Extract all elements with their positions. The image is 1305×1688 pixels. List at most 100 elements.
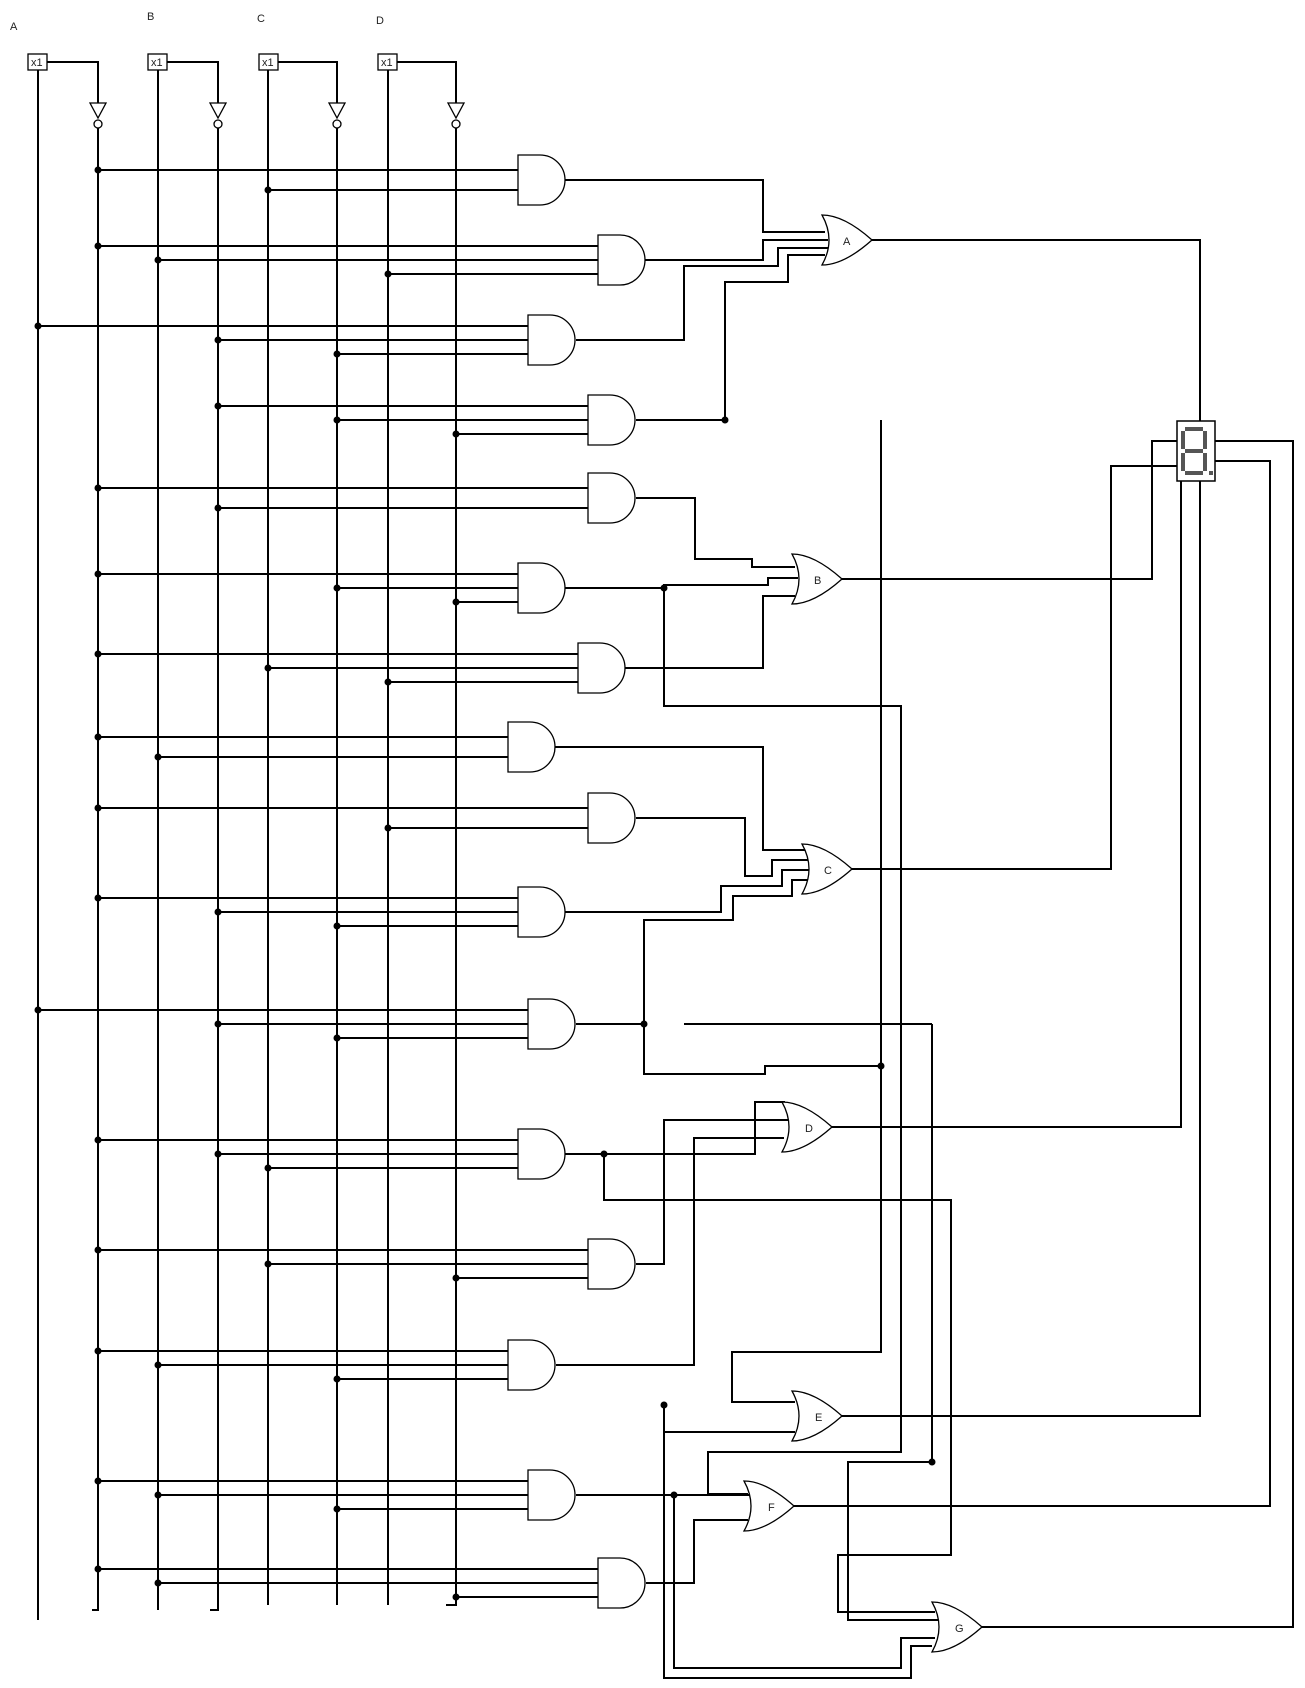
and-gate-4 — [587, 394, 636, 446]
or-gate-label-c: C — [824, 865, 832, 877]
or-gate-e — [790, 1390, 843, 1442]
or-gate-f — [742, 1480, 795, 1532]
and-gate-15 — [527, 1469, 576, 1521]
junction-dot — [94, 1347, 102, 1355]
wire — [663, 1405, 932, 1679]
junction-dot — [214, 1150, 222, 1158]
inverter-a — [88, 102, 108, 129]
wire-b-to-inverter — [167, 61, 219, 103]
junction-dot — [452, 598, 460, 606]
wire — [842, 440, 1177, 580]
wire — [832, 471, 1182, 1128]
or-gate-d — [780, 1101, 833, 1153]
junction-dot — [94, 804, 102, 812]
junction-dot — [333, 416, 341, 424]
wire — [576, 879, 808, 1025]
wire — [731, 420, 882, 1403]
input-buffer-c[interactable]: x1 — [258, 53, 279, 71]
junction-dot — [94, 733, 102, 741]
wire — [564, 179, 825, 233]
wire — [643, 1024, 881, 1075]
junction-dot — [333, 922, 341, 930]
wire — [852, 465, 1177, 870]
junction-dot — [94, 166, 102, 174]
or-gate-g — [930, 1601, 983, 1653]
bus-a-not — [92, 128, 99, 1611]
wire — [663, 588, 902, 1495]
wire — [636, 254, 825, 421]
junction-dot — [333, 350, 341, 358]
junction-dot — [452, 1593, 460, 1601]
junction-dot — [94, 570, 102, 578]
junction-dot — [333, 584, 341, 592]
and-gate-13 — [587, 1238, 636, 1290]
junction-dot — [34, 322, 42, 330]
wire — [636, 1119, 788, 1265]
junction-dot — [264, 1164, 272, 1172]
junction-dot — [333, 1375, 341, 1383]
and-gate-16 — [597, 1557, 646, 1609]
junction-dot — [333, 1505, 341, 1513]
junction-dot — [214, 1020, 222, 1028]
wire — [847, 1024, 938, 1621]
junction-dots — [34, 166, 936, 1601]
buffer-label: x1 — [151, 57, 163, 69]
wire-c-to-inverter — [278, 61, 338, 103]
junction-dot — [34, 1006, 42, 1014]
input-buffer-a[interactable]: x1 — [27, 53, 48, 71]
junction-dot — [721, 416, 729, 424]
junction-dot — [154, 753, 162, 761]
or-gate-c — [800, 843, 853, 895]
and-gate-7 — [577, 642, 626, 694]
junction-dot — [660, 1401, 668, 1409]
junction-dot — [94, 1565, 102, 1573]
junction-dot — [214, 504, 222, 512]
wire — [564, 1101, 785, 1155]
wire — [556, 1137, 784, 1366]
wire-a-to-inverter — [47, 61, 99, 103]
junction-dot — [452, 430, 460, 438]
junction-dot — [928, 1458, 936, 1466]
junction-dot — [94, 1246, 102, 1254]
wire — [603, 1154, 952, 1613]
junction-dot — [214, 402, 222, 410]
wire — [673, 1495, 935, 1669]
junction-dot — [94, 484, 102, 492]
and-gate-11 — [527, 998, 576, 1050]
or-gate-b — [790, 553, 843, 605]
or-gate-label-b: B — [814, 575, 821, 587]
junction-dot — [94, 1477, 102, 1485]
input-label-b: B — [147, 11, 154, 23]
or-gate-label-g: G — [955, 1623, 964, 1635]
junction-dot — [94, 650, 102, 658]
buffer-label: x1 — [381, 57, 393, 69]
junction-dot — [264, 664, 272, 672]
or-gate-label-a: A — [843, 236, 851, 248]
junction-dot — [384, 678, 392, 686]
wire — [872, 239, 1201, 421]
junction-dot — [600, 1150, 608, 1158]
input-buffer-d[interactable]: x1 — [377, 53, 398, 71]
and-gate-5 — [587, 472, 636, 524]
wire — [663, 1405, 795, 1433]
and-gate-12 — [517, 1128, 566, 1180]
input-buffer-b[interactable]: x1 — [147, 53, 168, 71]
input-label-a: A — [10, 21, 18, 33]
junction-dot — [154, 256, 162, 264]
wires — [37, 61, 1294, 1679]
and-gate-6 — [517, 562, 566, 614]
junction-dot — [214, 336, 222, 344]
wire — [982, 440, 1294, 1628]
and-gate-9 — [587, 792, 636, 844]
bus-d-not — [446, 128, 457, 1606]
and-gate-14 — [507, 1339, 556, 1391]
and-gate-8 — [507, 721, 556, 773]
inverter-c — [327, 102, 347, 129]
junction-dot — [94, 894, 102, 902]
input-label-c: C — [257, 13, 265, 25]
junction-dot — [264, 1260, 272, 1268]
and-gate-2 — [597, 234, 646, 286]
junction-dot — [264, 186, 272, 194]
wire — [564, 869, 810, 913]
inverter-b — [208, 102, 228, 129]
